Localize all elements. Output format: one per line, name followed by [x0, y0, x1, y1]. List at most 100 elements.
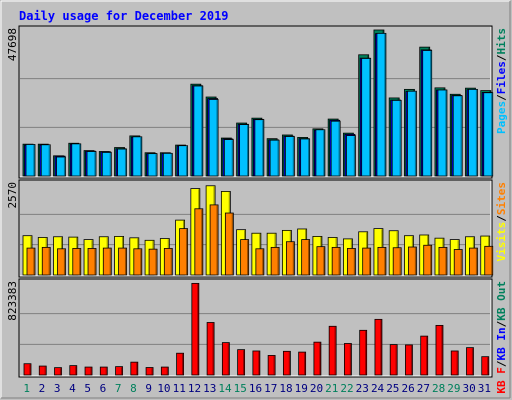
bar-pages-day-25 — [391, 99, 402, 177]
bar-pages-day-16 — [254, 119, 265, 177]
bar-sites-day-24 — [377, 246, 387, 276]
bar-sites-day-9 — [148, 248, 158, 276]
bar-sites-day-30 — [469, 247, 478, 276]
x-label-day-17: 17 — [264, 382, 277, 395]
bar-pages-day-9 — [147, 153, 158, 177]
bar-kbytes-day-22 — [344, 343, 352, 376]
bar-pages-day-14 — [223, 139, 234, 177]
bar-kbytes-day-31 — [481, 356, 490, 376]
bar-sites-day-5 — [87, 248, 97, 276]
bar-sites-day-25 — [392, 247, 402, 276]
legend-entry-1: / — [495, 360, 508, 367]
bar-sites-day-23 — [362, 247, 372, 276]
bar-pages-day-12 — [193, 85, 204, 177]
legend-entry-1: / — [495, 94, 508, 101]
x-label-day-2: 2 — [39, 382, 46, 395]
bar-kbytes-day-30 — [466, 347, 474, 376]
x-label-day-24: 24 — [371, 382, 385, 395]
bar-pages-day-3 — [56, 156, 66, 177]
bar-sites-day-27 — [423, 244, 433, 276]
legend-entry-0: Pages — [495, 101, 508, 134]
bar-kbytes-day-5 — [84, 366, 93, 376]
x-label-day-16: 16 — [249, 382, 262, 395]
x-label-day-23: 23 — [356, 382, 369, 395]
x-label-day-4: 4 — [69, 382, 76, 395]
bar-kbytes-day-13 — [206, 322, 215, 376]
x-label-day-9: 9 — [145, 382, 152, 395]
bar-pages-day-1 — [25, 144, 36, 177]
bar-kbytes-day-6 — [99, 366, 108, 376]
bar-pages-day-28 — [437, 89, 448, 177]
bar-sites-day-7 — [118, 247, 127, 276]
x-label-day-30: 30 — [462, 382, 475, 395]
bar-pages-day-23 — [361, 58, 372, 177]
x-axis-day-labels: 1 2 3 4 5 6 7 8 9 10 11 12 13 14 15 16 17 18 19 20 21 22 23 24 2… — [23, 382, 491, 395]
bar-pages-day-2 — [40, 144, 51, 177]
legend: KB F/KB In/KB Out — [495, 281, 508, 394]
bar-pages-day-27 — [422, 50, 433, 177]
bar-kbytes-day-20 — [313, 341, 322, 376]
x-label-day-19: 19 — [295, 382, 308, 395]
bar-kbytes-day-2 — [38, 365, 47, 376]
bar-pages-day-24 — [376, 32, 387, 177]
x-label-day-25: 25 — [386, 382, 399, 395]
bar-kbytes-day-10 — [160, 366, 169, 376]
bar-sites-day-22 — [347, 248, 356, 276]
bar-sites-day-29 — [453, 249, 463, 276]
bar-pages-day-21 — [330, 120, 341, 177]
bar-kbytes-day-14 — [221, 342, 230, 376]
legend-entry-3: / — [495, 320, 508, 327]
bar-sites-day-1 — [26, 247, 36, 276]
bar-kbytes-day-9 — [145, 367, 154, 376]
bar-kbytes-day-7 — [115, 366, 123, 376]
bar-pages-day-26 — [407, 90, 417, 177]
bar-kbytes-day-3 — [54, 367, 62, 376]
legend-entry-0: KB F — [495, 367, 508, 394]
chart-title: Daily usage for December 2019 — [19, 9, 229, 23]
bar-pages-day-31 — [483, 92, 494, 177]
legend-entry-3: / — [495, 54, 508, 61]
x-label-day-7: 7 — [115, 382, 122, 395]
y-max-label: 823383 — [6, 281, 19, 321]
bar-pages-day-20 — [315, 129, 326, 177]
x-label-day-3: 3 — [54, 382, 61, 395]
bar-sites-day-14 — [224, 212, 234, 276]
legend-entry-0: Visits — [495, 222, 508, 262]
bar-pages-day-5 — [86, 151, 97, 177]
x-label-day-20: 20 — [310, 382, 323, 395]
legend-entry-4: Hits — [495, 28, 508, 55]
legend-entry-2: Files — [495, 61, 508, 94]
y-max-label: 2570 — [6, 182, 19, 209]
x-label-day-26: 26 — [401, 382, 414, 395]
bar-pages-day-29 — [452, 95, 463, 177]
bar-sites-day-6 — [102, 247, 112, 276]
bar-kbytes-day-12 — [191, 282, 200, 376]
x-label-day-8: 8 — [130, 382, 137, 395]
bar-sites-day-28 — [438, 246, 448, 276]
bar-pages-day-30 — [468, 88, 478, 177]
bar-sites-day-31 — [484, 245, 494, 276]
bar-sites-day-17 — [270, 246, 280, 276]
x-label-day-21: 21 — [325, 382, 338, 395]
bar-kbytes-day-11 — [176, 352, 184, 376]
bar-sites-day-11 — [179, 228, 188, 276]
bar-kbytes-day-15 — [237, 349, 246, 376]
bar-sites-day-19 — [301, 239, 311, 276]
bar-pages-day-22 — [346, 135, 356, 177]
bar-pages-day-4 — [71, 143, 82, 177]
bar-sites-day-8 — [133, 248, 143, 276]
bar-sites-day-13 — [209, 204, 219, 276]
bar-pages-day-6 — [101, 152, 112, 177]
bar-sites-day-2 — [41, 246, 51, 276]
bar-kbytes-day-27 — [420, 335, 429, 376]
bar-kbytes-day-25 — [389, 344, 398, 376]
x-label-day-14: 14 — [218, 382, 232, 395]
bar-kbytes-day-18 — [282, 350, 291, 376]
bar-kbytes-day-29 — [450, 350, 459, 376]
x-label-day-15: 15 — [234, 382, 247, 395]
bar-sites-day-18 — [285, 241, 295, 276]
bar-kbytes-day-1 — [23, 363, 32, 376]
legend-entry-4: KB Out — [495, 281, 508, 321]
panel-2: 2570 Visits/Sites — [6, 179, 508, 278]
bar-pages-day-10 — [162, 152, 173, 177]
